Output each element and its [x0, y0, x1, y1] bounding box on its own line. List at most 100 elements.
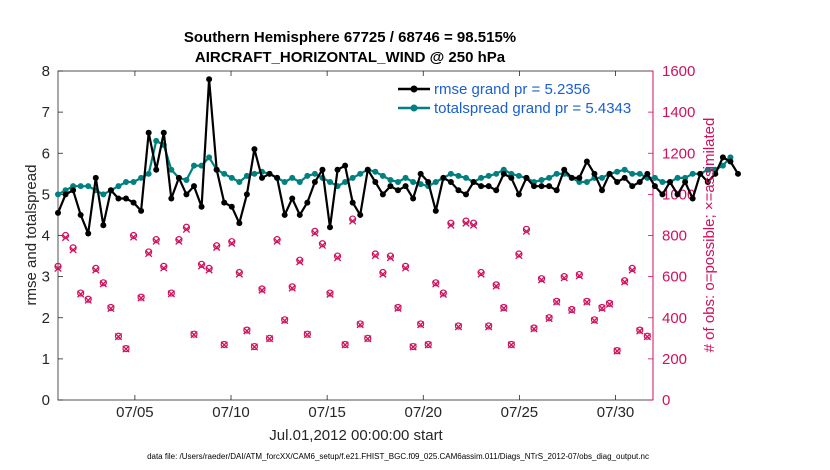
obs-possible-marker [228, 238, 236, 246]
totalspread-point [447, 170, 454, 177]
obs-assimilated-marker [537, 276, 546, 284]
obs-possible-marker [621, 277, 629, 285]
obs-possible-marker [628, 264, 636, 272]
line-series [55, 76, 741, 237]
totalspread-point [236, 179, 243, 186]
obs-assimilated-marker [160, 264, 168, 272]
obs-possible-marker [598, 303, 606, 312]
totalspread-point [243, 172, 250, 179]
obs-possible-marker [575, 270, 583, 279]
rmse-point [221, 199, 228, 206]
obs-possible-marker [54, 262, 62, 270]
obs-possible-marker [333, 252, 342, 260]
rmse-point [636, 179, 643, 186]
totalspread-point [70, 183, 77, 190]
obs-assimilated-marker [333, 254, 342, 262]
obs-possible-marker [417, 320, 425, 328]
obs-assimilated-marker [175, 237, 183, 245]
rmse-point [712, 170, 719, 177]
totalspread-point [327, 179, 333, 186]
obs-possible-marker [318, 240, 327, 248]
obs-possible-marker [469, 219, 478, 227]
totalspread-point [221, 170, 228, 177]
obs-possible-marker [250, 342, 259, 351]
rmse-point [228, 203, 235, 210]
rmse-point [463, 191, 469, 198]
obs-assimilated-marker [349, 217, 357, 225]
rmse-point [704, 179, 711, 186]
obs-assimilated-marker [303, 330, 311, 339]
rmse-point [213, 166, 220, 173]
rmse-point [311, 179, 318, 186]
obs-assimilated-marker [288, 284, 296, 292]
rmse-point [515, 191, 522, 198]
obs-possible-marker [273, 236, 281, 244]
rmse-point [576, 174, 583, 181]
legend-spread-marker [410, 104, 418, 112]
rmse-point [349, 199, 356, 206]
obs-assimilated-marker [137, 294, 145, 302]
totalspread-point [372, 168, 379, 175]
obs-possible-marker [107, 303, 115, 312]
totalspread-point [463, 174, 469, 181]
obs-assimilated-marker [394, 304, 402, 312]
rmse-point [629, 183, 636, 190]
rmse-point [168, 195, 175, 202]
rmse-point [289, 195, 296, 202]
obs-possible-marker [356, 320, 364, 328]
totalspread-point [379, 172, 386, 179]
totalspread-point [62, 187, 69, 194]
y-left-tick-label: 3 [42, 269, 50, 286]
totalspread-point [417, 181, 424, 188]
totalspread-point [432, 179, 439, 186]
totalspread-point [85, 183, 92, 190]
totalspread-point [629, 170, 636, 177]
obs-possible-marker [583, 297, 591, 305]
totalspread-point [251, 170, 258, 177]
totalspread-point [387, 176, 394, 183]
rmse-point [583, 158, 590, 165]
legend-spread-label: totalspread grand pr = 5.4343 [434, 100, 631, 117]
obs-assimilated-marker [281, 316, 289, 325]
obs-assimilated-marker [61, 233, 70, 242]
rmse-point [735, 170, 741, 177]
obs-assimilated-marker [84, 296, 92, 304]
obs-possible-marker [590, 316, 599, 324]
totalspread-point [342, 179, 349, 186]
rmse-point [319, 166, 326, 173]
obs-assimilated-marker [401, 264, 410, 272]
obs-assimilated-marker [485, 323, 493, 331]
obs-possible-marker [371, 250, 379, 258]
rmse-point [274, 174, 281, 181]
obs-possible-marker [613, 347, 621, 355]
rmse-point [281, 211, 288, 218]
obs-assimilated-marker [258, 286, 266, 294]
obs-assimilated-marker [386, 254, 395, 262]
obs-assimilated-marker [69, 246, 77, 254]
y-left-tick-label: 0 [42, 392, 50, 409]
totalspread-point [206, 154, 213, 161]
rmse-point [379, 191, 386, 198]
obs-assimilated-marker [469, 221, 478, 229]
rmse-point [621, 174, 628, 181]
rmse-point [55, 209, 61, 216]
obs-possible-marker [137, 293, 145, 301]
obs-possible-marker [492, 281, 500, 289]
rmse-point [191, 183, 197, 190]
legend-rmse-marker [410, 85, 418, 93]
obs-possible-marker [243, 326, 251, 334]
obs-possible-marker [145, 248, 153, 256]
obs-assimilated-marker [424, 341, 432, 349]
obs-assimilated-marker [605, 300, 614, 308]
totalspread-point [410, 179, 417, 186]
rmse-point [130, 199, 137, 206]
obs-possible-marker [560, 273, 568, 281]
rmse-point [327, 224, 333, 231]
obs-possible-marker [182, 223, 191, 231]
rmse-point [523, 174, 530, 181]
obs-possible-marker [643, 332, 651, 340]
rmse-point [553, 187, 560, 194]
y-right-tick-label: 800 [662, 228, 687, 245]
obs-possible-marker [545, 314, 553, 322]
totalspread-point [659, 179, 666, 186]
